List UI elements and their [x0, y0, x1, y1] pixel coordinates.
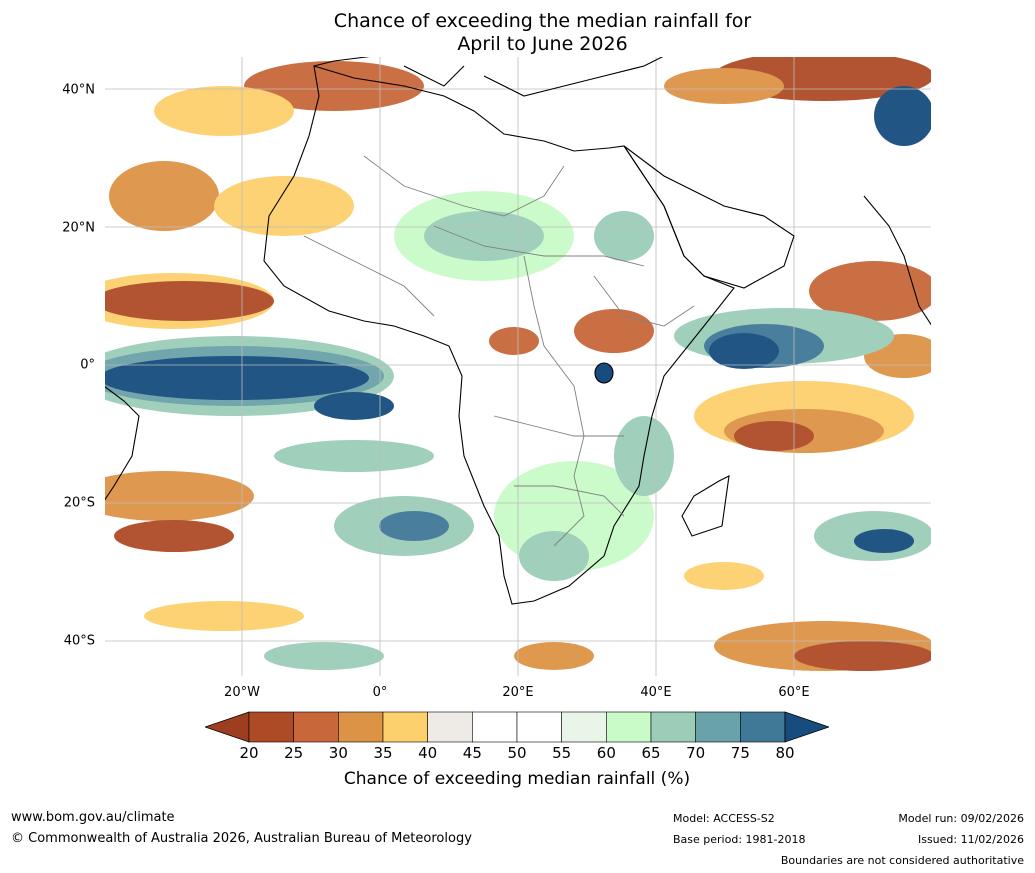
lon-label-20E: 20°E — [502, 685, 534, 700]
patch-dry-north-atlantic — [244, 61, 424, 111]
colorbar-tick-label: 30 — [328, 744, 348, 762]
colorbar-segment — [695, 711, 741, 743]
title-line-1: Chance of exceeding the median rainfall … — [333, 10, 752, 32]
lat-label-40S: 40°S — [63, 633, 95, 649]
colorbar-arrow-low — [205, 711, 250, 743]
colorbar-segment — [561, 711, 607, 743]
lon-label-60E: 60°E — [778, 685, 810, 700]
colorbar-segment — [293, 711, 339, 743]
country-borders — [303, 155, 695, 547]
graticule — [104, 56, 932, 677]
colorbar-segment — [248, 711, 294, 743]
colorbar-segment — [606, 711, 652, 743]
lat-label-40N: 40°N — [62, 82, 95, 98]
colorbar-segment — [740, 711, 786, 743]
probability-shading — [104, 56, 932, 671]
colorbar-tick-label: 40 — [418, 744, 438, 762]
coastlines — [104, 56, 932, 605]
colorbar-tick-label: 45 — [462, 744, 482, 762]
lat-label-20S: 20°S — [63, 495, 95, 511]
base-period: Base period: 1981-2018 — [673, 833, 806, 846]
colorbar-tick-label: 60 — [596, 744, 616, 762]
colorbar-tick-label: 35 — [373, 744, 393, 762]
colorbar-label: Chance of exceeding median rainfall (%) — [343, 769, 691, 789]
colorbar-segment — [650, 711, 696, 743]
colorbar-tick-label: 50 — [507, 744, 527, 762]
boundaries-disclaimer: Boundaries are not considered authoritat… — [780, 854, 1024, 867]
website-link[interactable]: www.bom.gov.au/climate — [11, 810, 175, 825]
colorbar-segment — [338, 711, 384, 743]
map-frame — [104, 56, 932, 677]
colorbar-tick-label: 70 — [686, 744, 706, 762]
lon-label-20W: 20°W — [224, 685, 260, 700]
colorbar-segment — [472, 711, 518, 743]
arabia-coastline — [623, 145, 795, 289]
south-america-coastline — [104, 385, 140, 502]
lat-label-20N: 20°N — [62, 220, 95, 236]
europe-coastline — [313, 56, 665, 97]
lat-label-equator: 0° — [80, 357, 95, 373]
madagascar-coastline — [681, 475, 730, 537]
india-coastline — [863, 195, 932, 327]
colorbar-segment — [427, 711, 473, 743]
model-name: Model: ACCESS-S2 — [673, 812, 775, 825]
africa-coastline — [263, 65, 735, 605]
rainfall-probability-map — [104, 56, 932, 677]
issued-date: Issued: 11/02/2026 — [917, 833, 1024, 846]
colorbar-tick-label: 75 — [730, 744, 750, 762]
model-run-date: Model run: 09/02/2026 — [898, 812, 1024, 825]
colorbar-tick-label: 65 — [641, 744, 661, 762]
colorbar — [205, 711, 829, 743]
lon-label-40E: 40°E — [640, 685, 672, 700]
colorbar-tick-label: 55 — [552, 744, 572, 762]
colorbar-tick-label: 80 — [775, 744, 795, 762]
title-line-2: April to June 2026 — [457, 33, 628, 55]
copyright-text: © Commonwealth of Australia 2026, Austra… — [11, 831, 472, 846]
colorbar-arrow-high — [784, 711, 829, 743]
colorbar-tick-label: 25 — [284, 744, 304, 762]
lake-victoria — [594, 362, 614, 384]
colorbar-segment — [516, 711, 562, 743]
colorbar-tick-label: 20 — [239, 744, 259, 762]
lon-label-0: 0° — [372, 685, 388, 700]
colorbar-segment — [382, 711, 428, 743]
map-title: Chance of exceeding the median rainfall … — [0, 10, 1035, 56]
